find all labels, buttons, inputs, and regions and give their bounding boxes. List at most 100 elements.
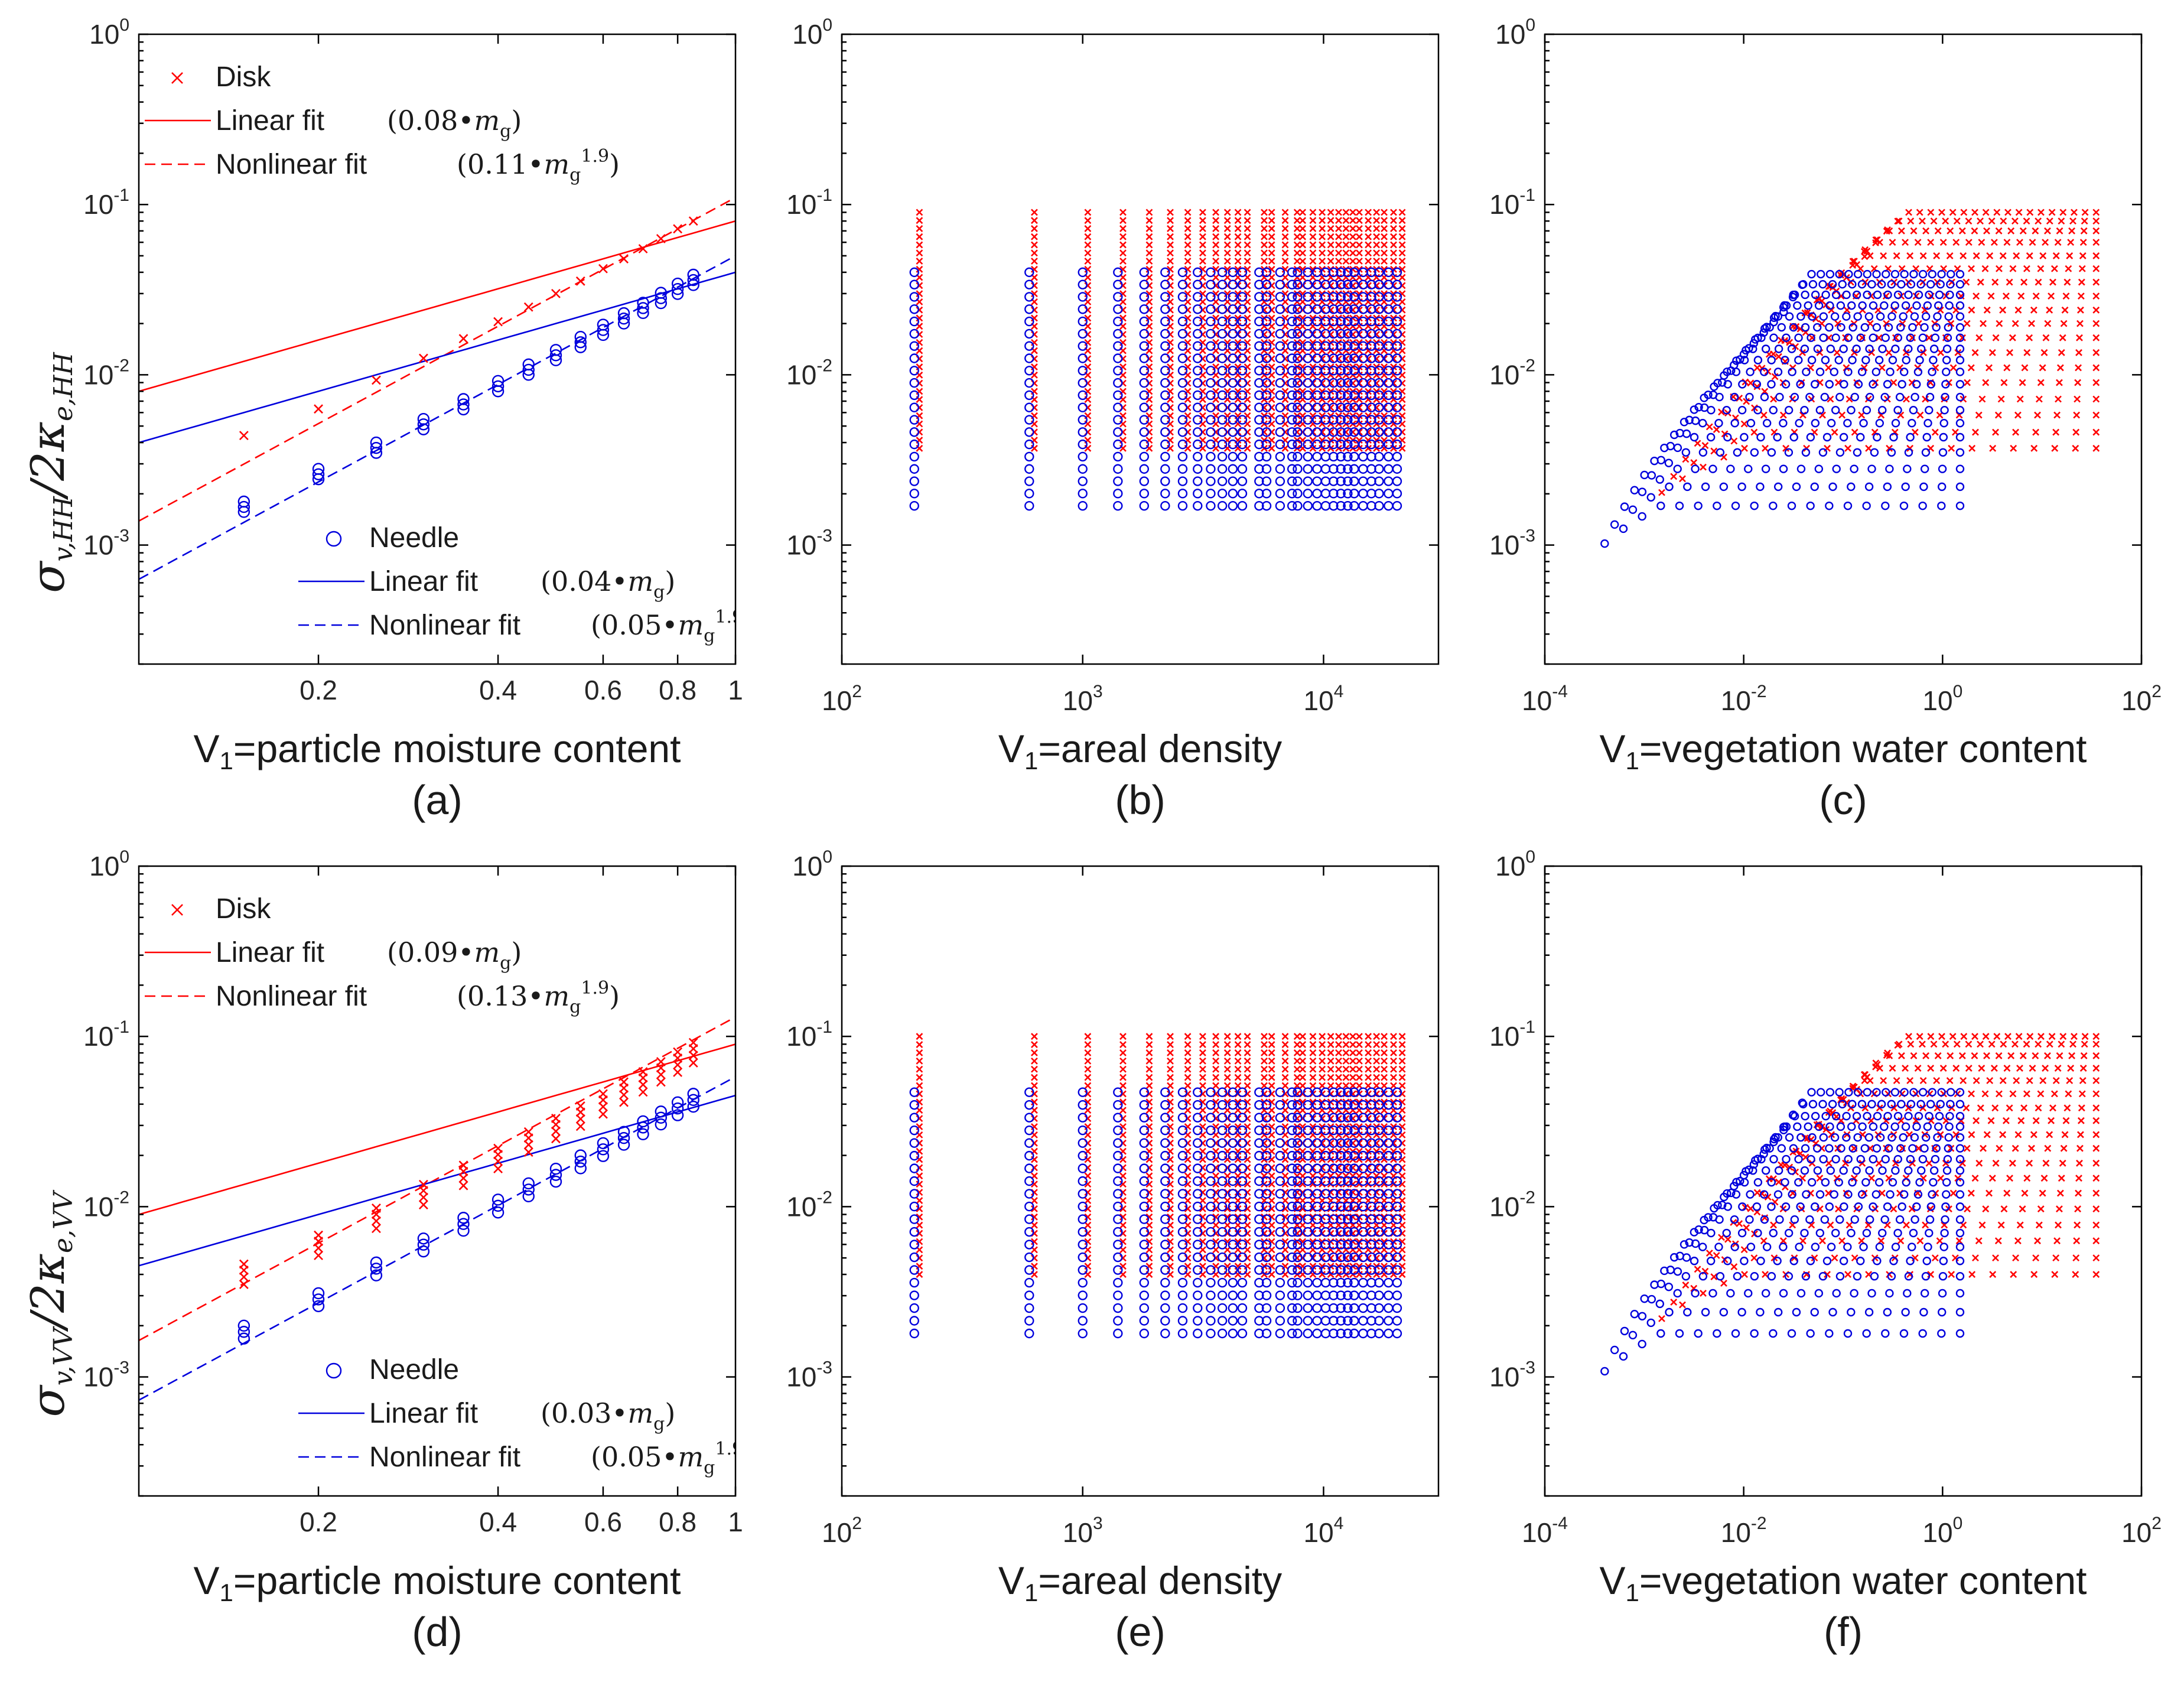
needle-point	[1206, 1214, 1216, 1224]
needle-point	[1779, 1123, 1788, 1131]
disk-point	[1119, 1049, 1127, 1056]
needle-point	[1955, 501, 1965, 510]
disk-point	[1955, 1237, 1963, 1245]
needle-point	[370, 1269, 383, 1281]
needle-point	[1160, 439, 1170, 450]
needle-point	[1856, 333, 1865, 342]
needle-point	[1943, 333, 1952, 342]
needle-point	[1392, 1265, 1402, 1275]
disk-point	[1991, 1104, 1999, 1112]
disk-point	[1905, 209, 1912, 216]
needle-point	[909, 464, 919, 474]
disk-point	[1184, 1082, 1192, 1089]
needle-point	[1730, 392, 1739, 402]
needle-point	[1287, 1240, 1297, 1250]
disk-point	[1031, 258, 1038, 265]
needle-point	[1656, 1329, 1665, 1338]
needle-point	[1139, 1189, 1150, 1199]
needle-point	[1647, 1294, 1656, 1304]
needle-point	[909, 1214, 919, 1224]
needle-point	[1767, 1177, 1776, 1187]
disk-point	[1390, 217, 1397, 225]
needle-point	[1903, 1289, 1912, 1298]
needle-point	[1729, 360, 1739, 370]
disk-point	[2075, 349, 2082, 356]
needle-point	[1889, 432, 1898, 442]
disk-point	[2065, 265, 2072, 272]
disk-point	[1084, 249, 1092, 257]
needle-point	[1826, 1166, 1835, 1175]
disk-point	[1846, 1221, 1853, 1229]
needle-point	[1897, 280, 1906, 289]
disk-point	[1299, 225, 1307, 232]
needle-point	[1730, 1215, 1739, 1224]
disk-point	[2069, 1040, 2076, 1048]
disk-point	[1119, 290, 1127, 298]
needle-point	[1113, 439, 1123, 450]
disk-point	[1244, 1221, 1251, 1229]
needle-point	[1228, 439, 1238, 450]
needle-point	[1329, 1087, 1339, 1097]
needle-point	[1206, 267, 1216, 278]
disk-point	[1309, 1180, 1317, 1188]
disk-point	[2000, 379, 2008, 386]
needle-point	[1810, 1307, 1819, 1317]
needle-point	[1217, 1113, 1228, 1123]
disk-point	[1980, 1144, 1987, 1152]
needle-point	[1374, 1125, 1384, 1136]
needle-point	[1842, 312, 1851, 321]
disk-point	[1119, 241, 1127, 249]
disk-point	[1825, 364, 1833, 372]
needle-point	[1836, 1122, 1846, 1131]
y-tick-label: 10-1	[1489, 1017, 1535, 1052]
needle-point	[1160, 1227, 1170, 1237]
disk-point	[1963, 1144, 1971, 1152]
disk-point	[2010, 1271, 2017, 1278]
needle-point	[655, 1111, 668, 1124]
disk-point	[1234, 1049, 1242, 1056]
disk-point	[2039, 1189, 2046, 1197]
disk-point	[1349, 1057, 1356, 1065]
needle-point	[1893, 333, 1903, 342]
needle-point	[1920, 1144, 1929, 1153]
needle-point	[1815, 406, 1825, 415]
needle-point	[1913, 367, 1923, 376]
disk-point	[1753, 383, 1761, 391]
needle-point	[1738, 1202, 1747, 1211]
needle-point	[1666, 1266, 1675, 1274]
disk-point	[2092, 239, 2100, 246]
disk-point	[1919, 1077, 1927, 1084]
disk-point	[2092, 1040, 2100, 1048]
needle-point	[1113, 1138, 1123, 1148]
needle-point	[1600, 539, 1609, 548]
disk-point	[2011, 217, 2019, 225]
needle-point	[1881, 1154, 1890, 1164]
needle-point	[1160, 353, 1170, 363]
disk-point	[1212, 258, 1219, 265]
needle-point	[1931, 1154, 1940, 1164]
needle-point	[1936, 1100, 1945, 1109]
disk-point	[1992, 1254, 1999, 1262]
needle-point	[1206, 1176, 1216, 1186]
needle-point	[1303, 451, 1313, 462]
needle-point	[1303, 390, 1313, 401]
needle-point	[1700, 393, 1708, 402]
needle-point	[1193, 451, 1203, 462]
disk-point	[2023, 1040, 2030, 1048]
needle-point	[1650, 1280, 1659, 1289]
disk-point	[1390, 258, 1397, 265]
needle-point	[1875, 1242, 1884, 1251]
needle-point	[1392, 1125, 1402, 1136]
needle-point	[1822, 432, 1832, 442]
needle-point	[1254, 353, 1264, 363]
needle-point	[1384, 378, 1394, 388]
needle-point	[370, 1263, 383, 1275]
needle-point	[1275, 500, 1285, 511]
disk-point	[1244, 1065, 1251, 1073]
needle-point	[1193, 1303, 1203, 1313]
needle-point	[1193, 1087, 1203, 1097]
needle-point	[1374, 427, 1384, 437]
needle-point	[1113, 464, 1123, 474]
disk-point	[2048, 1117, 2055, 1124]
disk-point	[2017, 292, 2025, 300]
